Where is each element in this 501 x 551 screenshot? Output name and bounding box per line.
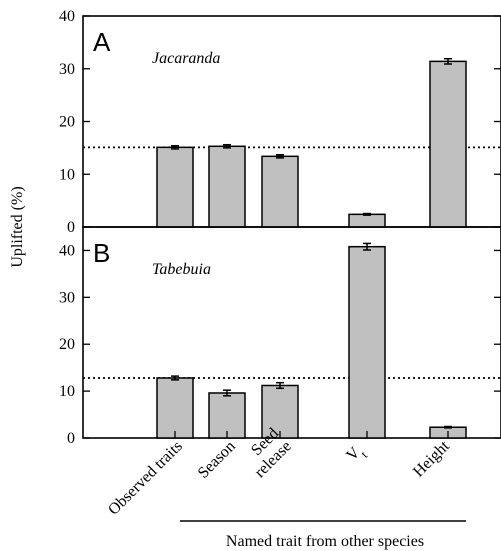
category-label: Season [195,438,239,482]
panel-b-ytick-label: 20 [59,336,75,353]
panel-a-bar [208,145,246,228]
panel-b-letter: B [93,238,110,268]
panel-b-ytick-label: 10 [59,383,75,400]
category-ticks [174,431,449,438]
panel-a-y-ticks: 0 10 20 30 40 [59,8,501,236]
group-label: Named trait from other species [226,533,424,550]
panel-a-ytick-label: 20 [59,114,75,131]
panel-a-bar [348,213,386,228]
category-labels: Observed traits Season Seedrelease Vt Height [105,425,453,519]
panel-b-bars [83,242,501,439]
panel-a-bar [429,60,467,228]
panel-b-bar [156,377,194,439]
panel-a-ytick-label: 30 [59,61,75,78]
panel-b-bar [348,245,386,439]
panel-a-bars [83,57,501,228]
panel-b-ytick-label: 0 [67,430,75,447]
category-label: Observed traits [105,438,186,519]
panel-a-letter: A [93,27,111,57]
panel-a-bar [261,155,299,228]
panel-b-ytick-label: 30 [59,289,75,306]
panel-b-species-title: Tabebuia [152,261,211,278]
panel-a-ytick-label: 40 [59,8,75,25]
panel-a-ytick-label: 0 [67,219,75,236]
panel-a-bar [156,146,194,228]
y-axis-label: Uplifted (%) [9,186,26,267]
category-label: Height [410,437,453,480]
panel-a-ytick-label: 10 [59,166,75,183]
category-label: Vt [343,441,370,468]
panel-a-species-title: Jacaranda [152,50,220,67]
panel-a: A Jacaranda 0 10 20 30 40 [59,8,501,236]
panel-b-ytick-label: 40 [59,242,75,259]
panel-b-bar [261,384,299,439]
panel-b-y-ticks: 0 10 20 30 40 [59,242,501,447]
panel-b: B Tabebuia 0 10 20 30 40 [59,226,501,447]
